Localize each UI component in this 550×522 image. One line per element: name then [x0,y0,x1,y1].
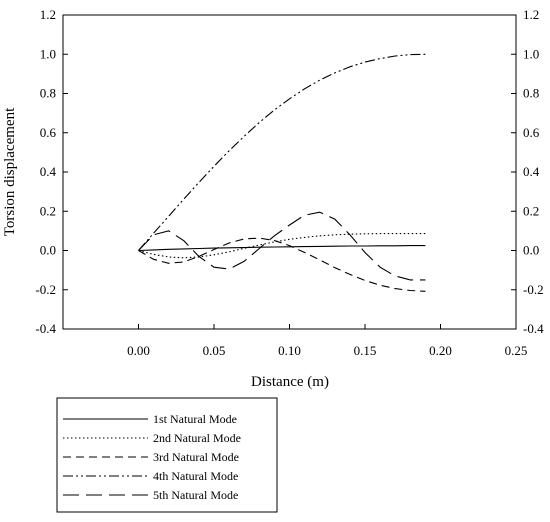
y-axis-title: Torsion displacement [2,107,18,236]
y-tick-label: 1.0 [40,46,56,61]
y-tick-label: 0.0 [40,243,56,258]
y-tick-label: 0.8 [40,86,56,101]
x-axis-title: Distance (m) [251,374,329,390]
legend-label: 3rd Natural Mode [153,450,239,464]
legend-box [56,397,278,513]
legend-label: 1st Natural Mode [153,412,237,426]
y-tick-label: 0.6 [40,125,57,140]
x-tick-label: 0.00 [127,343,150,358]
x-tick-label: 0.10 [278,343,301,358]
y-tick-label: 0.4 [40,164,57,179]
y-tick-label-right: 0.2 [523,203,539,218]
series-lines [138,53,426,292]
y-tick-label-right: 0.6 [523,125,540,140]
y-tick-label: 0.2 [40,203,56,218]
legend-label: 5th Natural Mode [153,488,238,502]
series-line-4 [138,53,426,251]
x-tick-label: 0.25 [505,343,528,358]
y-tick-label-right: -0.4 [523,321,544,336]
plot-frame [62,14,517,330]
y-tick-label-right: 0.4 [523,164,540,179]
x-tick-label: 0.20 [429,343,452,358]
series-line-2 [138,233,426,259]
legend-label: 2nd Natural Mode [153,431,241,445]
axis-ticks: -0.4 -0.4 -0.2 -0.2 0.0 0.0 0.2 0.2 0.4 0.4 0.6 0.6… [35,7,544,358]
y-tick-label-right: 1.0 [523,46,539,61]
series-line-1 [138,245,426,252]
y-tick-label: -0.4 [35,321,56,336]
y-tick-label-right: 1.2 [523,7,539,22]
legend: 1st Natural Mode 2nd Natural Mode 3rd Natu… [63,412,241,502]
y-tick-label: -0.2 [35,282,56,297]
y-tick-label-right: 0.8 [523,86,539,101]
y-tick-label-right: 0.0 [523,243,539,258]
x-tick-label: 0.15 [354,343,377,358]
series-line-5 [138,211,426,281]
y-tick-label-right: -0.2 [523,282,544,297]
legend-label: 4th Natural Mode [153,469,238,483]
x-tick-label: 0.05 [203,343,226,358]
y-tick-label: 1.2 [40,7,56,22]
